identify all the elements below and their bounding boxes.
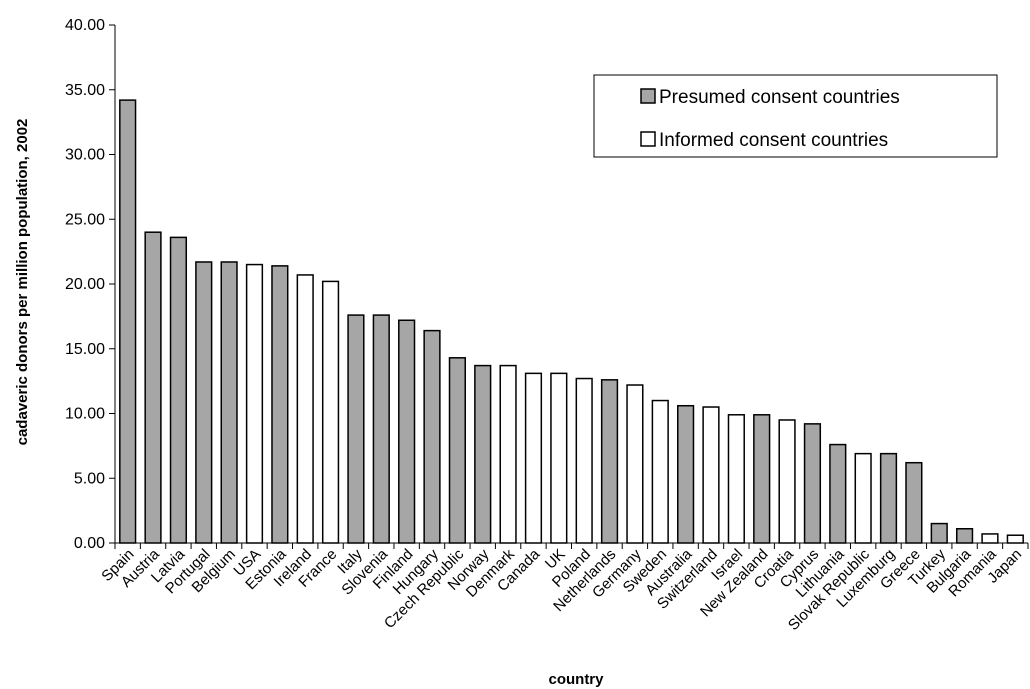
bars-group <box>119 99 1024 544</box>
bar-estonia <box>271 265 289 544</box>
y-tick-label: 25.00 <box>65 211 105 228</box>
bar-sweden <box>651 399 669 544</box>
bar-australia <box>677 404 695 544</box>
legend-label-presumed: Presumed consent countries <box>659 87 900 108</box>
x-axis-title: country <box>548 671 604 688</box>
bar-bulgaria <box>955 528 974 544</box>
bar-israel <box>727 414 745 544</box>
bar-usa <box>245 263 264 544</box>
legend: Presumed consent countries Informed cons… <box>593 74 998 158</box>
bar-portugal <box>195 261 213 544</box>
bar-romania <box>981 533 999 544</box>
bar-ireland <box>296 274 314 544</box>
bar-latvia <box>169 236 188 544</box>
y-tick-label: 20.00 <box>65 276 105 293</box>
bar-slovak-republic <box>854 452 872 544</box>
bar-france <box>321 280 340 544</box>
y-tick-label: 35.00 <box>65 82 105 99</box>
bar-austria <box>144 231 162 544</box>
bar-croatia <box>778 419 796 544</box>
bar-turkey <box>930 522 948 544</box>
y-axis-title: cadaveric donors per million population,… <box>14 119 31 446</box>
bar-finland <box>398 319 416 544</box>
x-axis: SpainAustriaLatviaPortugalBelgiumUSAEsto… <box>98 542 1029 634</box>
bar-lithuania <box>829 443 847 544</box>
bar-germany <box>626 384 644 544</box>
bar-new-zealand <box>753 414 771 544</box>
legend-box <box>593 74 998 158</box>
bar-canada <box>524 372 543 544</box>
y-tick-label: 30.00 <box>65 147 105 164</box>
y-tick-label: 40.00 <box>65 17 105 34</box>
bar-poland <box>575 377 593 544</box>
y-axis: 0.00 5.00 10.00 15.00 20.00 25.00 30.00 35.00 40… <box>65 17 116 552</box>
y-tick-label: 5.00 <box>74 470 105 487</box>
y-tick-label: 15.00 <box>65 341 105 358</box>
bar-japan <box>1006 534 1024 544</box>
bar-cyprus <box>803 423 822 544</box>
bar-slovenia <box>372 314 390 544</box>
bar-hungary <box>423 329 441 544</box>
bar-luxemburg <box>879 452 898 544</box>
bar-uk <box>550 372 568 544</box>
bar-switzerland <box>702 406 720 544</box>
bar-netherlands <box>600 379 619 544</box>
bar-belgium <box>220 261 238 544</box>
legend-label-informed: Informed consent countries <box>659 130 888 151</box>
bar-denmark <box>499 364 517 544</box>
bar-spain <box>119 99 137 544</box>
legend-swatch-presumed <box>640 88 656 104</box>
bar-italy <box>347 314 365 544</box>
legend-swatch-informed <box>640 131 656 147</box>
y-tick-label: 0.00 <box>74 535 105 552</box>
y-tick-label: 10.00 <box>65 406 105 423</box>
bar-greece <box>905 461 923 544</box>
bar-norway <box>474 364 492 544</box>
bar-czech-republic <box>448 357 466 544</box>
